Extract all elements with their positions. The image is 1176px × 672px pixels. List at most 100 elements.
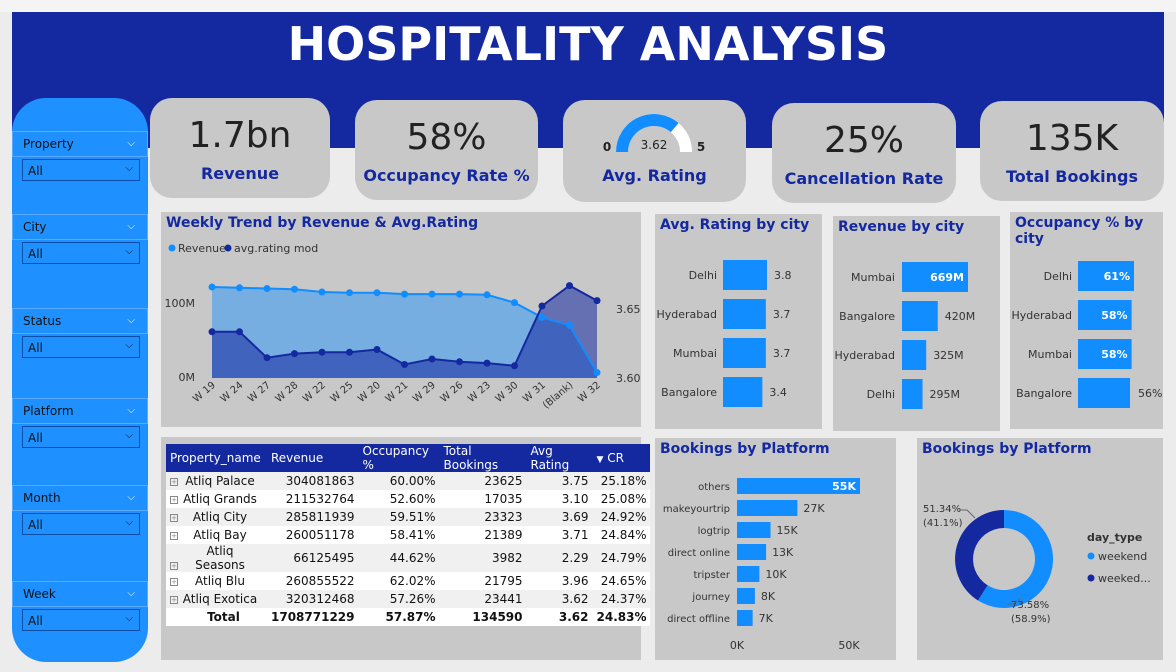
filter-month-dropdown[interactable]: All ⌵ (22, 513, 140, 535)
table-row[interactable]: + Atliq Blu 260855522 62.02% 21795 3.96 24.65% (166, 572, 651, 590)
col-cr[interactable]: ▼ CR (592, 444, 651, 472)
rating-point (401, 361, 408, 368)
table-cell: + Atliq Blu (166, 572, 267, 590)
table-total-row: Total 1708771229 57.87% 134590 3.62 24.83% (166, 608, 651, 626)
expand-row-icon[interactable]: + (170, 477, 178, 486)
filter-sidebar (12, 98, 148, 662)
expand-row-icon[interactable]: + (170, 513, 178, 522)
data-label: 58% (1101, 348, 1127, 361)
kpi-cancellation-value: 25% (823, 120, 904, 161)
category-label: Delhi (867, 388, 895, 401)
table-header-row: Property_name Revenue Occupancy % Total … (166, 444, 651, 472)
table-cell: 320312468 (267, 590, 359, 608)
category-label: logtrip (698, 526, 730, 537)
col-avg-rating[interactable]: Avg Rating (526, 444, 593, 472)
sort-desc-icon: ▼ (596, 455, 604, 465)
property-name: Atliq City (192, 510, 248, 524)
slice-label: 51.34% (923, 504, 961, 515)
table-cell: 3.71 (526, 526, 593, 544)
filter-week[interactable]: Week ⌵ All ⌵ (12, 581, 148, 635)
y-left-tick: 0M (179, 371, 196, 384)
weekly-trend-title: Weekly Trend by Revenue & Avg.Rating (166, 215, 479, 231)
data-label: 3.7 (773, 347, 791, 360)
filter-status-value: All (28, 341, 43, 355)
property-name: Atliq Exotica (182, 592, 258, 606)
kpi-cancellation[interactable]: 25% Cancellation Rate (772, 103, 956, 203)
table-row[interactable]: + Atliq Grands 211532764 52.60% 17035 3.10 25.… (166, 490, 651, 508)
revenue-by-city-panel[interactable]: Revenue by city Mumbai 669M Bangalore 420M H… (833, 216, 1000, 431)
rating-gauge: 3.62 0 5 (603, 114, 705, 154)
filter-status[interactable]: Status ⌵ All ⌵ (12, 308, 148, 362)
x-tick-label: W 22 (301, 380, 328, 405)
filter-city-dropdown[interactable]: All ⌵ (22, 242, 140, 264)
table-cell: 44.62% (358, 544, 440, 572)
table-row[interactable]: + Atliq Seasons 66125495 44.62% 3982 2.29 24.7… (166, 544, 651, 572)
property-table[interactable]: Property_name Revenue Occupancy % Total … (166, 444, 651, 626)
weekly-trend-panel[interactable]: Weekly Trend by Revenue & Avg.Rating Rev… (161, 212, 641, 427)
leader-line (1007, 597, 1022, 605)
chevron-down-icon[interactable]: ⌵ (127, 138, 135, 149)
occupancy-by-city-panel[interactable]: Occupancy % by city Delhi 61% Hyderabad 58%… (1010, 212, 1163, 429)
col-revenue[interactable]: Revenue (267, 444, 359, 472)
kpi-bookings[interactable]: 135K Total Bookings (980, 101, 1164, 201)
rating-by-city-panel[interactable]: Avg. Rating by city Delhi 3.8 Hyderabad 3.7… (655, 214, 822, 429)
rating-point (208, 328, 216, 336)
table-cell: 211532764 (267, 490, 359, 508)
table-row[interactable]: + Atliq Palace 304081863 60.00% 23625 3.75 25.… (166, 472, 651, 490)
data-label: 55K (832, 480, 856, 493)
filter-month-title: Month (23, 491, 61, 505)
expand-row-icon[interactable]: + (170, 577, 178, 586)
bar (902, 379, 923, 409)
table-cell: 24.79% (592, 544, 651, 572)
bar (1078, 339, 1132, 369)
rating-point (483, 359, 491, 367)
table-cell: 24.65% (592, 572, 651, 590)
revenue-point (483, 291, 491, 299)
kpi-occupancy[interactable]: 58% Occupancy Rate % (355, 100, 538, 200)
data-label: 27K (803, 502, 825, 515)
data-label: 295M (930, 388, 961, 401)
table-row[interactable]: + Atliq City 285811939 59.51% 23323 3.69 24.92… (166, 508, 651, 526)
kpi-occupancy-label: Occupancy Rate % (363, 166, 530, 185)
chevron-down-icon: ⌵ (125, 340, 133, 351)
chevron-down-icon: ⌵ (125, 517, 133, 528)
expand-row-icon[interactable]: + (170, 561, 178, 570)
filter-property-dropdown[interactable]: All ⌵ (22, 159, 140, 181)
filter-property-title: Property (23, 137, 74, 151)
bar (723, 299, 766, 329)
chevron-down-icon[interactable]: ⌵ (127, 315, 135, 326)
filter-city[interactable]: City ⌵ All ⌵ (12, 214, 148, 268)
chevron-down-icon[interactable]: ⌵ (127, 221, 135, 232)
chevron-down-icon[interactable]: ⌵ (127, 492, 135, 503)
table-cell: 3.62 (526, 590, 593, 608)
filter-week-dropdown[interactable]: All ⌵ (22, 609, 140, 631)
bookings-platform-bar-panel[interactable]: Bookings by Platform others 55K makeyourtr… (655, 438, 896, 660)
expand-row-icon[interactable]: + (170, 495, 178, 504)
table-row[interactable]: + Atliq Bay 260051178 58.41% 21389 3.71 24.84% (166, 526, 651, 544)
filter-platform-dropdown[interactable]: All ⌵ (22, 426, 140, 448)
donut-slice (978, 509, 1054, 608)
filter-property[interactable]: Property ⌵ All ⌵ (12, 131, 148, 185)
rating-point (318, 348, 326, 356)
rating-point (511, 362, 518, 370)
top-strip (0, 0, 1176, 12)
expand-row-icon[interactable]: + (170, 531, 178, 540)
col-property-name[interactable]: Property_name (166, 444, 267, 472)
bookings-donut-panel[interactable]: Bookings by Platform 51.34% (41.1%) 73.58%… (917, 438, 1163, 660)
x-tick-label: W 20 (356, 380, 383, 405)
filter-property-value: All (28, 164, 43, 178)
kpi-rating[interactable]: 3.62 0 5 Avg. Rating (563, 100, 746, 202)
col-occupancy[interactable]: Occupancy % (358, 444, 440, 472)
chevron-down-icon[interactable]: ⌵ (127, 588, 135, 599)
data-label: 58% (1101, 309, 1127, 322)
col-total-bookings[interactable]: Total Bookings (439, 444, 527, 472)
chevron-down-icon[interactable]: ⌵ (127, 405, 135, 416)
filter-platform[interactable]: Platform ⌵ All ⌵ (12, 398, 148, 452)
table-cell: 3.69 (526, 508, 593, 526)
expand-row-icon[interactable]: + (170, 595, 178, 604)
filter-month[interactable]: Month ⌵ All ⌵ (12, 485, 148, 539)
category-label: Hyderabad (657, 308, 718, 321)
filter-status-dropdown[interactable]: All ⌵ (22, 336, 140, 358)
kpi-revenue[interactable]: 1.7bn Revenue (150, 98, 330, 198)
table-row[interactable]: + Atliq Exotica 320312468 57.26% 23441 3.62 24… (166, 590, 651, 608)
